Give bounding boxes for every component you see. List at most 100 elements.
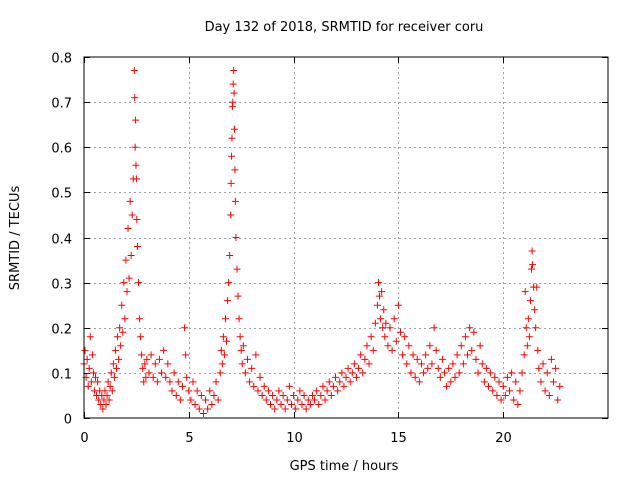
data-point [384,342,392,350]
data-point [232,234,240,241]
data-point [466,324,474,332]
data-point [239,342,247,350]
data-point [252,351,260,359]
data-point [241,369,249,377]
data-point [522,324,530,332]
data-point [238,360,246,368]
data-point [346,378,354,386]
data-point [379,324,387,332]
data-point [168,387,176,395]
data-point [355,364,363,372]
data-point [243,355,251,363]
data-point [285,382,293,390]
data-point [304,396,312,404]
data-point [288,400,296,408]
data-point [107,369,115,377]
data-point [313,387,321,395]
data-point [315,400,323,408]
data-point [124,224,132,232]
data-point [371,319,379,327]
data-point [89,369,97,377]
data-point [342,373,350,381]
data-point [537,378,545,386]
data-point [381,333,389,341]
data-point [539,360,547,368]
data-point [162,373,170,381]
data-point [378,288,386,296]
data-point [121,315,129,323]
data-point [84,382,92,390]
data-point [527,265,535,273]
data-point [516,387,524,395]
data-point [118,301,126,309]
data-point [217,346,225,354]
data-point [436,373,444,381]
data-point [133,215,141,223]
data-point [83,355,91,363]
data-point [510,396,518,404]
data-point [277,400,285,408]
data-point [86,333,94,341]
data-point [533,283,541,291]
data-point [170,369,178,377]
data-point [550,378,558,386]
data-point [417,360,425,368]
data-point [426,342,434,350]
data-point [529,261,537,269]
data-point [392,337,400,345]
data-point [105,396,113,404]
data-point [470,328,478,336]
data-point [457,342,465,350]
data-point [374,279,382,287]
data-point [306,400,314,408]
x-axis-label: GPS time / hours [290,459,399,474]
data-point [204,405,212,413]
y-tick-label: 0.7 [51,97,72,112]
data-point [275,387,283,395]
data-point [323,387,331,395]
data-point [112,364,120,372]
y-tick-label: 0.4 [51,233,72,248]
data-point [369,346,377,354]
data-point [230,67,238,75]
data-point [262,396,270,404]
data-point [468,346,476,354]
data-point [523,342,531,350]
data-point [279,391,287,399]
y-tick-label: 0.8 [51,52,72,67]
data-point [142,373,150,381]
data-point [521,288,529,296]
data-point [556,382,564,390]
data-point [420,369,428,377]
data-point [166,378,174,386]
data-point [199,409,207,417]
data-point [453,351,461,359]
data-point [376,292,384,300]
data-point [141,360,149,368]
data-point [228,152,236,160]
x-tick-label: 20 [495,431,512,446]
x-tick-label: 0 [80,431,88,446]
data-point [495,378,503,386]
data-point [338,369,346,377]
data-point [153,378,161,386]
data-point [409,351,417,359]
data-point [176,396,184,404]
axis-ticks [84,57,608,419]
y-tick-label: 0.2 [51,323,72,338]
data-point [212,378,220,386]
data-point [230,125,238,133]
data-point [228,134,236,142]
data-point [554,396,562,404]
data-point [223,337,231,345]
plot-frame [83,56,609,419]
data-point [229,98,237,106]
data-point [260,382,268,390]
data-point [128,211,136,219]
data-point [149,373,157,381]
data-point [401,333,409,341]
x-tick-label: 5 [185,431,193,446]
data-point [543,369,551,377]
data-point [459,360,467,368]
